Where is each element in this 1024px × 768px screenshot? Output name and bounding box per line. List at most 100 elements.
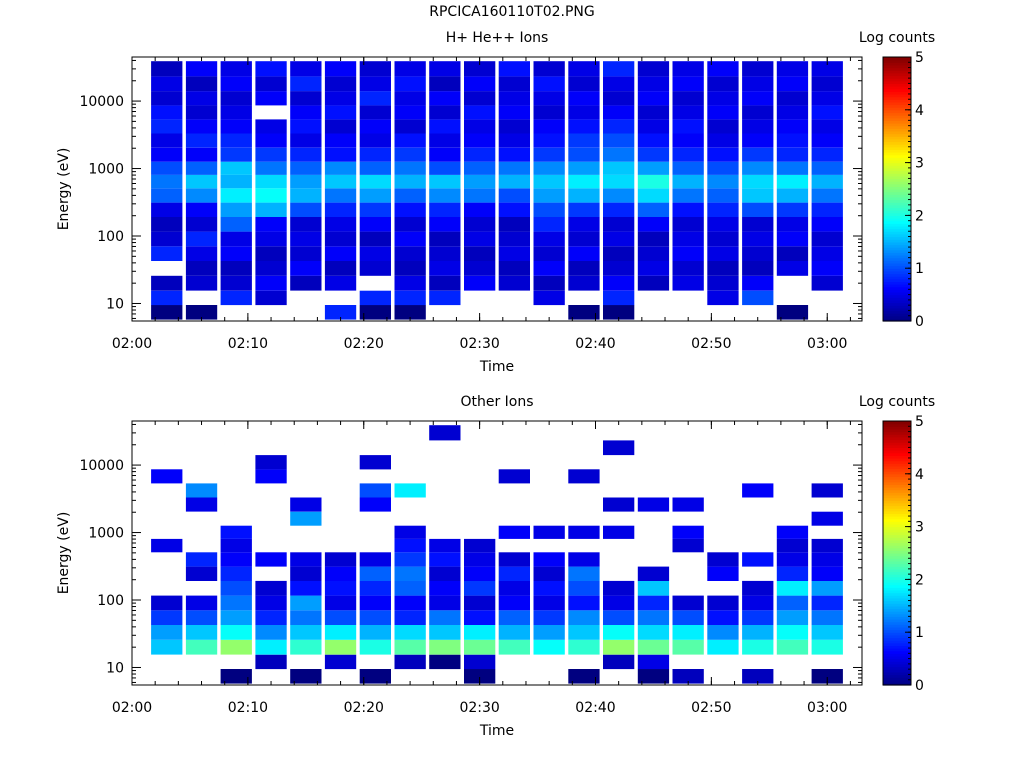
colorbar-band: [883, 268, 911, 272]
heatmap-cell: [637, 119, 670, 134]
heatmap-cell: [220, 538, 252, 553]
colorbar-band: [883, 468, 911, 472]
heatmap-cell: [220, 580, 252, 596]
heatmap-cell: [568, 275, 600, 291]
colorbar-tick-label: 5: [915, 50, 924, 66]
heatmap-cell: [324, 61, 357, 77]
heatmap-cell: [672, 595, 704, 611]
heatmap-cell: [185, 61, 218, 77]
heatmap-cell: [637, 161, 670, 175]
heatmap-cell: [498, 188, 530, 203]
heatmap-cell: [742, 91, 774, 106]
colorbar-band: [883, 629, 911, 633]
colorbar-band: [883, 518, 911, 522]
heatmap-cell: [811, 639, 843, 655]
colorbar-band: [883, 252, 911, 256]
colorbar-band: [883, 648, 911, 652]
heatmap-cell: [568, 525, 600, 539]
colorbar-band: [883, 637, 911, 641]
heatmap-cell: [742, 188, 774, 203]
colorbar-band: [883, 473, 911, 478]
heatmap-cell: [568, 202, 600, 217]
heatmap-cell: [464, 61, 496, 77]
colorbar-band: [883, 64, 911, 69]
heatmap-cell: [568, 147, 600, 162]
heatmap-cell: [603, 595, 635, 611]
heatmap-cell: [290, 61, 322, 77]
heatmap-cell: [324, 202, 357, 217]
colorbar-band: [883, 236, 911, 240]
colorbar-band: [883, 471, 911, 475]
heatmap-cell: [498, 469, 530, 484]
heatmap-cell: [742, 290, 774, 306]
heatmap-cell: [811, 147, 843, 162]
heatmap-cell: [498, 133, 530, 148]
heatmap-cell: [568, 580, 600, 596]
heatmap-cell: [672, 525, 704, 539]
heatmap-cell: [359, 669, 391, 684]
heatmap-cell: [464, 639, 496, 655]
heatmap-cell: [290, 188, 322, 203]
colorbar-band: [883, 281, 911, 285]
colorbar-tick-label: 4: [915, 467, 924, 483]
heatmap-cell: [776, 91, 809, 106]
heatmap-cell: [568, 566, 600, 581]
colorbar-band: [883, 626, 911, 631]
colorbar-band: [883, 587, 911, 591]
heatmap-cell: [707, 161, 739, 175]
heatmap-cell: [255, 639, 287, 655]
colorbar-band: [883, 59, 911, 63]
colorbar-band: [883, 120, 911, 124]
heatmap-cell: [672, 216, 704, 232]
heatmap-cell: [707, 202, 739, 217]
heatmap-cell: [637, 625, 670, 640]
heatmap-cell: [185, 231, 218, 247]
colorbar-band: [883, 679, 911, 683]
colorbar-band: [883, 431, 911, 435]
heatmap-cell: [185, 133, 218, 148]
y-tick-label: 100: [97, 229, 124, 245]
colorbar-band: [883, 294, 911, 298]
heatmap-cell: [568, 76, 600, 92]
heatmap-cell: [498, 216, 530, 232]
heatmap-cell: [290, 246, 322, 261]
heatmap-cell: [464, 91, 496, 106]
heatmap-cell: [811, 91, 843, 106]
heatmap-cell: [464, 275, 496, 291]
colorbar-band: [883, 83, 911, 87]
heatmap-cell: [637, 133, 670, 148]
heatmap-cell: [429, 188, 461, 203]
colorbar-band: [883, 634, 911, 639]
colorbar-band: [883, 426, 911, 430]
colorbar-band: [883, 117, 911, 121]
heatmap-cell: [707, 610, 739, 625]
colorbar-band: [883, 91, 911, 95]
heatmap-cell: [464, 246, 496, 261]
heatmap-cell: [151, 231, 183, 247]
heatmap-cell: [498, 610, 530, 625]
heatmap-cell: [533, 188, 565, 203]
colorbar-band: [883, 152, 911, 156]
heatmap-cell: [220, 216, 252, 232]
heatmap-cell: [255, 246, 287, 261]
colorbar-band: [883, 421, 911, 425]
heatmap-cell: [533, 580, 565, 596]
colorbar-tick-label: 5: [915, 414, 924, 430]
colorbar-band: [883, 165, 911, 169]
heatmap-cell: [533, 147, 565, 162]
colorbar-band: [883, 576, 911, 580]
heatmap-cell: [151, 246, 183, 261]
heatmap-cell: [464, 174, 496, 189]
heatmap-cell: [811, 610, 843, 625]
y-axis-label: Energy (eV): [56, 148, 72, 231]
heatmap-cell: [568, 639, 600, 655]
heatmap-cell: [185, 216, 218, 232]
heatmap-cell: [151, 216, 183, 232]
heatmap-cell: [429, 538, 461, 553]
heatmap-cell: [324, 161, 357, 175]
heatmap-cell: [498, 119, 530, 134]
heatmap-cell: [637, 202, 670, 217]
heatmap-cell: [533, 639, 565, 655]
heatmap-cell: [533, 625, 565, 640]
heatmap-cell: [742, 161, 774, 175]
